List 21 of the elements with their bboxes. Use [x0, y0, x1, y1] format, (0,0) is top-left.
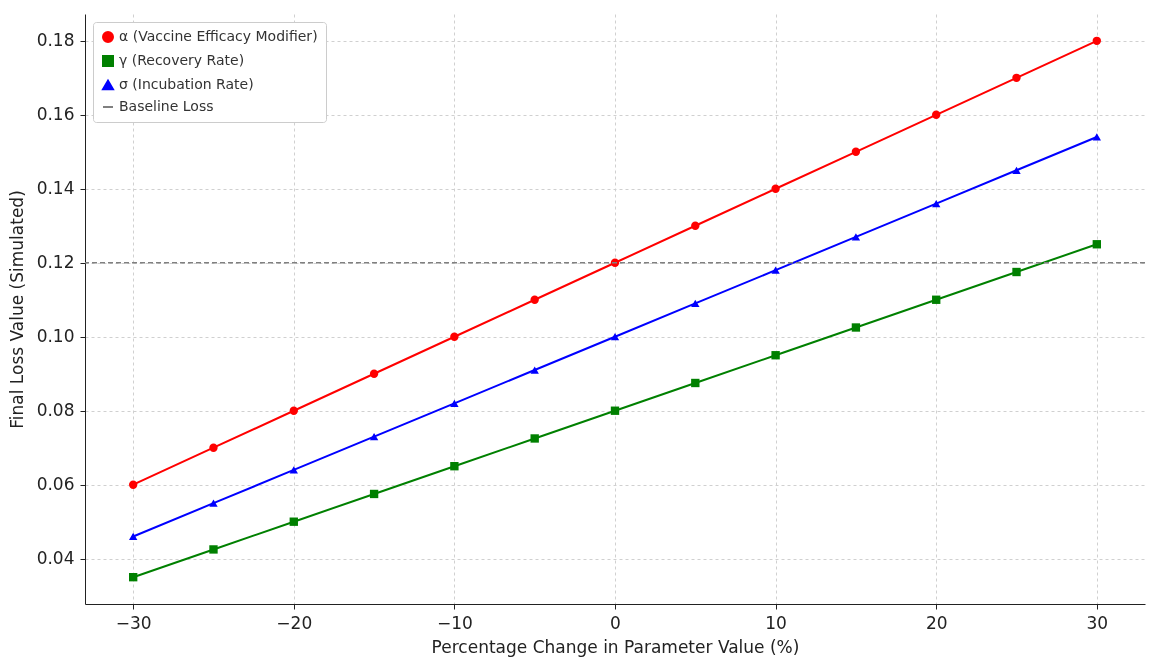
y-tick-label: 0.06	[36, 474, 75, 495]
y-tick-label: 0.10	[36, 326, 75, 347]
y-tick-label: 0.12	[36, 252, 75, 273]
legend-label: Baseline Loss	[119, 98, 214, 114]
x-tick-label: −30	[115, 612, 152, 633]
x-tick-label: 10	[765, 612, 787, 633]
x-tick-label: −20	[276, 612, 313, 633]
y-tick-label: 0.14	[36, 178, 75, 199]
x-tick-label: 0	[610, 612, 621, 633]
y-tick-label: 0.16	[36, 104, 75, 125]
x-axis-title: Percentage Change in Parameter Value (%)	[431, 636, 800, 657]
x-tick-label: −10	[436, 612, 473, 633]
y-tick-label: 0.08	[36, 400, 75, 421]
legend-label: γ (Recovery Rate)	[119, 52, 245, 68]
y-tick-label: 0.04	[36, 548, 75, 569]
legend-label: α (Vaccine Efficacy Modifier)	[119, 28, 318, 44]
x-tick-label: 30	[1086, 612, 1109, 633]
legend-label: σ (Incubation Rate)	[119, 76, 254, 92]
y-tick-label: 0.18	[36, 30, 75, 51]
y-axis-title: Final Loss Value (Simulated)	[6, 190, 27, 429]
x-tick-label: 20	[925, 612, 948, 633]
